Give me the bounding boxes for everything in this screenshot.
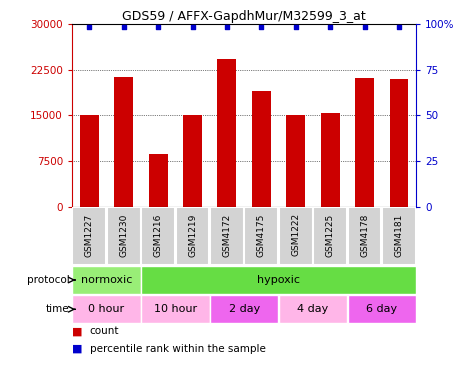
Point bbox=[86, 25, 93, 30]
Bar bbox=[183, 115, 202, 207]
Bar bbox=[141, 208, 175, 265]
Text: ■: ■ bbox=[72, 326, 83, 336]
Bar bbox=[141, 295, 210, 323]
Point bbox=[189, 25, 196, 30]
Text: 6 day: 6 day bbox=[366, 304, 397, 314]
Point bbox=[361, 25, 368, 30]
Bar bbox=[279, 208, 312, 265]
Bar bbox=[313, 208, 347, 265]
Bar bbox=[245, 208, 278, 265]
Text: GSM1222: GSM1222 bbox=[291, 213, 300, 257]
Bar bbox=[355, 78, 374, 207]
Title: GDS59 / AFFX-GapdhMur/M32599_3_at: GDS59 / AFFX-GapdhMur/M32599_3_at bbox=[122, 10, 366, 23]
Bar bbox=[210, 208, 244, 265]
Point bbox=[154, 25, 162, 30]
Text: GSM1219: GSM1219 bbox=[188, 213, 197, 257]
Text: GSM4172: GSM4172 bbox=[222, 213, 232, 257]
Text: time: time bbox=[46, 304, 70, 314]
Point bbox=[292, 25, 299, 30]
Bar bbox=[252, 91, 271, 207]
Text: count: count bbox=[90, 326, 119, 336]
Point bbox=[223, 25, 231, 30]
Point bbox=[258, 25, 265, 30]
Bar bbox=[73, 208, 106, 265]
Text: protocol: protocol bbox=[27, 275, 70, 285]
Text: 10 hour: 10 hour bbox=[154, 304, 197, 314]
Text: ■: ■ bbox=[72, 344, 83, 354]
Bar bbox=[382, 208, 416, 265]
Bar bbox=[114, 78, 133, 207]
Text: GSM1230: GSM1230 bbox=[119, 213, 128, 257]
Text: hypoxic: hypoxic bbox=[257, 275, 300, 285]
Text: 2 day: 2 day bbox=[228, 304, 260, 314]
Bar bbox=[210, 295, 279, 323]
Bar bbox=[348, 208, 381, 265]
Text: 4 day: 4 day bbox=[297, 304, 329, 314]
Bar bbox=[107, 208, 140, 265]
Text: GSM4181: GSM4181 bbox=[394, 213, 404, 257]
Point bbox=[326, 25, 334, 30]
Text: 0 hour: 0 hour bbox=[88, 304, 125, 314]
Bar bbox=[321, 113, 339, 207]
Point bbox=[395, 25, 403, 30]
Bar bbox=[72, 266, 141, 294]
Bar bbox=[390, 79, 408, 207]
Bar bbox=[347, 295, 416, 323]
Text: GSM1225: GSM1225 bbox=[326, 213, 335, 257]
Bar bbox=[72, 295, 141, 323]
Bar bbox=[218, 59, 236, 207]
Text: normoxic: normoxic bbox=[81, 275, 132, 285]
Text: percentile rank within the sample: percentile rank within the sample bbox=[90, 344, 266, 354]
Point bbox=[120, 25, 127, 30]
Bar bbox=[80, 115, 99, 207]
Bar bbox=[286, 115, 305, 207]
Bar bbox=[141, 266, 416, 294]
Bar bbox=[176, 208, 209, 265]
Text: GSM1227: GSM1227 bbox=[85, 213, 94, 257]
Text: GSM1216: GSM1216 bbox=[153, 213, 163, 257]
Bar bbox=[149, 154, 167, 207]
Bar bbox=[279, 295, 347, 323]
Text: GSM4175: GSM4175 bbox=[257, 213, 266, 257]
Text: GSM4178: GSM4178 bbox=[360, 213, 369, 257]
